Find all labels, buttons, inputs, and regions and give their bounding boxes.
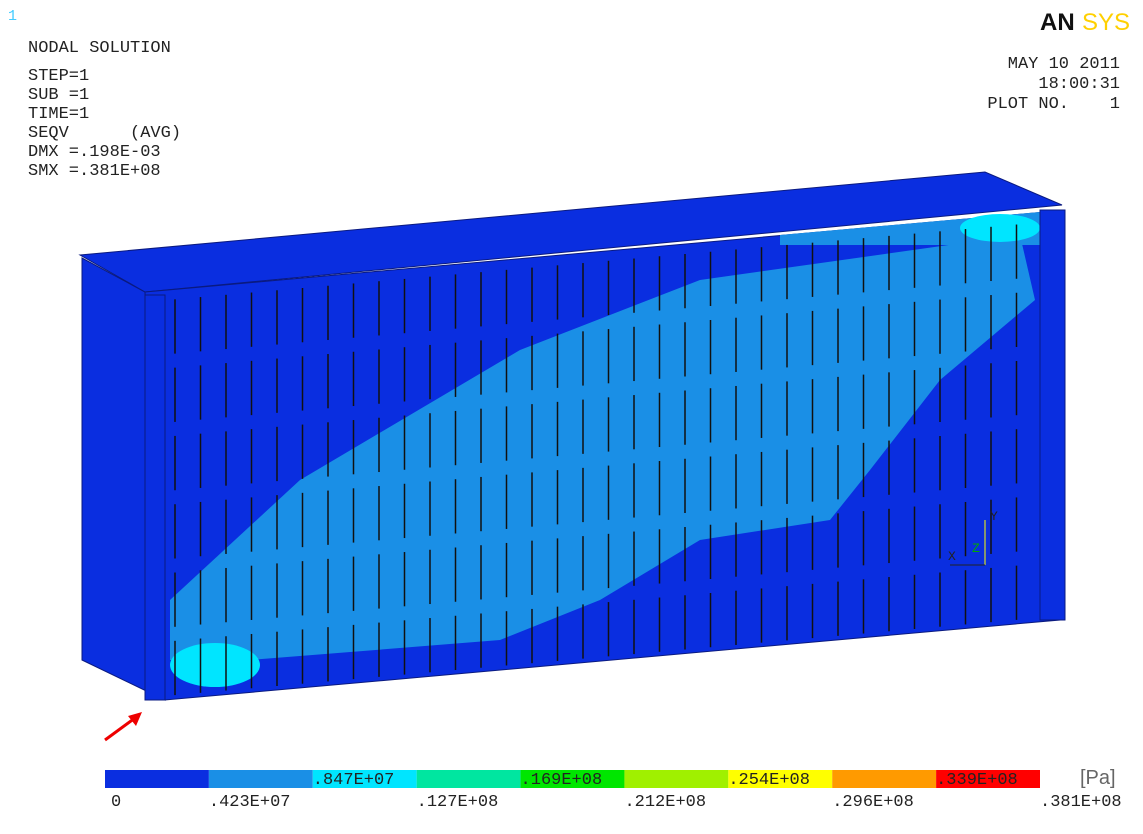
legend-label: .339E+08 — [936, 771, 1018, 790]
info-line: SEQV (AVG) — [28, 124, 181, 143]
window-number: 1 — [8, 8, 17, 25]
info-line: DMX =.198E-03 — [28, 143, 161, 162]
triad-x: X — [948, 549, 956, 564]
legend: 0 .423E+07 .847E+07 .127E+08 .169E+08 .212E+0… — [105, 770, 1122, 812]
legend-label: .296E+08 — [832, 793, 914, 812]
legend-swatch — [520, 770, 625, 788]
triad-y: Y — [990, 509, 998, 524]
legend-swatch — [105, 770, 209, 788]
legend-label: .381E+08 — [1040, 793, 1122, 812]
time: 18:00:31 — [1038, 75, 1120, 94]
legend-swatch — [416, 770, 521, 788]
pointer-arrow — [104, 712, 142, 742]
plot-number: PLOT NO. 1 — [987, 95, 1120, 114]
legend-label: .169E+08 — [521, 771, 603, 790]
triad-z: Z — [972, 541, 980, 556]
legend-label: .847E+07 — [313, 771, 395, 790]
date: MAY 10 2011 — [1008, 55, 1120, 74]
legend-swatch — [832, 770, 937, 788]
legend-swatch — [728, 770, 833, 788]
legend-label: .423E+07 — [209, 793, 291, 812]
legend-label: 0 — [111, 793, 121, 812]
legend-label: .127E+08 — [417, 793, 499, 812]
legend-label: .254E+08 — [728, 771, 810, 790]
legend-unit: [Pa] — [1080, 767, 1116, 789]
logo-sys: SYS — [1082, 9, 1130, 36]
model — [78, 171, 1066, 701]
legend-swatch — [936, 770, 1040, 788]
legend-swatch — [312, 770, 417, 788]
logo-an: AN — [1040, 9, 1075, 36]
axis-triad: Y X Z — [948, 509, 998, 566]
info-line: SUB =1 — [28, 86, 89, 105]
plot-title: NODAL SOLUTION — [28, 39, 171, 58]
info-line: STEP=1 — [28, 67, 89, 86]
legend-swatch — [624, 770, 729, 788]
info-line: TIME=1 — [28, 105, 89, 124]
info-line: SMX =.381E+08 — [28, 162, 161, 181]
legend-swatch — [208, 770, 313, 788]
legend-label: .212E+08 — [624, 793, 706, 812]
